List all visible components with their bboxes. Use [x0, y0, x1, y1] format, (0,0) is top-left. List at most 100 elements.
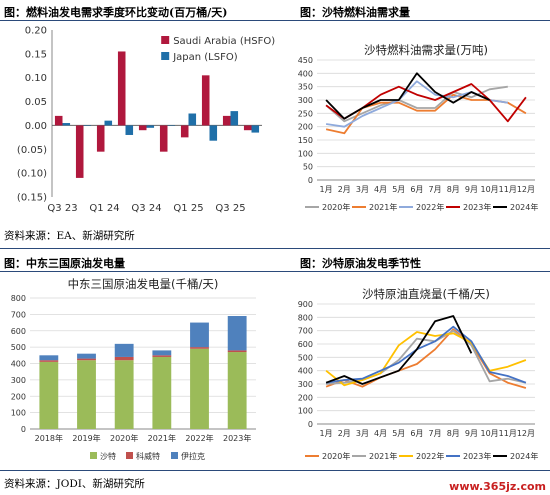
- legend-label: 沙特: [100, 451, 116, 461]
- legend-label: 2020年: [322, 451, 350, 461]
- bar-segment: [77, 358, 96, 361]
- y-tick-label: (0.10): [17, 169, 47, 180]
- bar: [201, 75, 210, 126]
- bar-segment: [152, 350, 172, 356]
- y-tick-label: 0.00: [25, 121, 47, 132]
- legend-label: 2021年: [369, 202, 397, 212]
- bottom-separator: [0, 470, 550, 471]
- y-tick-label: 200: [11, 392, 26, 401]
- y-tick-label: 800: [298, 313, 313, 322]
- bar-segment: [39, 361, 59, 429]
- y-tick-label: 0: [308, 176, 313, 185]
- series-line: [325, 315, 473, 385]
- bar-segment: [152, 356, 172, 429]
- chart2-title: 图：沙特燃料油需求量: [300, 6, 410, 19]
- y-tick-label: 400: [298, 367, 313, 376]
- source-top: 资料来源：EA、新湖研究所: [4, 230, 135, 242]
- y-tick-label: 250: [298, 109, 313, 118]
- bar: [96, 125, 105, 152]
- x-tick-label: Q1 25: [173, 203, 203, 214]
- chart-title: 沙特燃料油需求量(万吨): [364, 43, 488, 57]
- x-tick-label: Q3 24: [131, 203, 161, 214]
- bar: [75, 125, 84, 178]
- source-bottom: 资料来源：JODI、新湖研究所: [4, 478, 145, 490]
- top-separator: [0, 20, 550, 21]
- bar-segment: [190, 348, 209, 429]
- bar-segment: [227, 350, 247, 353]
- y-tick-label: 600: [298, 340, 313, 349]
- x-tick-label: Q1 24: [89, 203, 119, 214]
- bar: [62, 123, 71, 126]
- y-tick-label: 0: [308, 420, 313, 429]
- legend-label: 2022年: [416, 202, 444, 212]
- bar-segment: [39, 355, 59, 361]
- legend-label: 伊拉克: [181, 451, 205, 461]
- bar: [146, 125, 155, 128]
- x-tick-label: 11月: [499, 429, 517, 438]
- x-tick-label: 5月: [392, 429, 405, 438]
- y-tick-label: 400: [298, 69, 313, 78]
- legend-label: 2023年: [463, 451, 491, 461]
- legend-label: Saudi Arabia (HSFO): [173, 36, 275, 47]
- bar-segment: [114, 356, 134, 361]
- x-tick-label: 2020年: [110, 433, 138, 443]
- legend-label: 2021年: [369, 451, 397, 461]
- bar: [138, 125, 147, 131]
- chart-saudi-fuel-oil: 沙特燃料油需求量(万吨) 0 50 100 150 200 250 300 350 400 450 1…: [298, 43, 539, 212]
- chart1-title: 图：燃料油发电需求季度环比变动(百万桶/天): [4, 6, 228, 19]
- y-tick-label: (0.05): [17, 145, 47, 156]
- x-tick-label: 9月: [465, 185, 478, 194]
- bar-segment: [190, 347, 209, 349]
- bar-segment: [227, 316, 247, 351]
- bar-segment: [190, 322, 209, 348]
- y-tick-label: 450: [298, 56, 313, 65]
- bar: [117, 51, 126, 126]
- bar: [230, 111, 239, 126]
- y-tick-label: 600: [11, 327, 26, 336]
- bar: [159, 125, 168, 152]
- x-tick-label: 2019年: [72, 433, 100, 443]
- legend-label: 2022年: [416, 451, 444, 461]
- legend-swatch: [90, 452, 97, 459]
- y-tick-label: 0.15: [25, 49, 47, 60]
- bar: [180, 125, 189, 138]
- x-tick-label: 10月: [480, 185, 498, 194]
- bar-segment: [39, 360, 59, 362]
- bar: [167, 125, 176, 126]
- bar: [188, 113, 197, 126]
- y-tick-label: 50: [303, 163, 313, 172]
- x-tick-label: 6月: [410, 429, 423, 438]
- legend-label: 2020年: [322, 202, 350, 212]
- x-tick-label: 7月: [429, 185, 442, 194]
- x-tick-label: 1月: [320, 185, 333, 194]
- legend-label: Japan (LSFO): [172, 52, 238, 63]
- y-tick-label: 0.05: [25, 97, 47, 108]
- y-tick-label: 350: [298, 83, 313, 92]
- legend-label: 2024年: [510, 451, 538, 461]
- x-tick-label: 2月: [338, 185, 351, 194]
- x-tick-label: 2023年: [223, 433, 251, 443]
- bar-segment: [152, 355, 172, 357]
- mid-separator: [0, 248, 550, 249]
- x-tick-label: 11月: [499, 185, 517, 194]
- legend-swatch: [161, 36, 170, 44]
- x-tick-label: 3月: [356, 429, 369, 438]
- series-line: [325, 325, 527, 384]
- x-tick-label: 1月: [320, 429, 333, 438]
- chart-title: 沙特原油直烧量(千桶/天): [362, 287, 490, 301]
- y-tick-label: (0.15): [17, 193, 47, 204]
- legend-label: 2023年: [463, 202, 491, 212]
- y-tick-label: 200: [298, 393, 313, 402]
- legend-swatch: [171, 452, 178, 459]
- chart-middle-east-power: 中东三国原油发电量(千桶/天) 0 100 200 300 400 500 600 700 800…: [11, 277, 256, 461]
- bar-segment: [77, 353, 96, 359]
- bar-segment: [77, 360, 96, 429]
- y-tick-label: 200: [298, 123, 313, 132]
- x-tick-label: 7月: [429, 429, 442, 438]
- y-tick-label: 300: [11, 376, 26, 385]
- x-tick-label: Q3 25: [215, 203, 245, 214]
- chart-saudi-seasonal: 沙特原油直烧量(千桶/天) 0 100 200 300 400 500 600 700 800 90…: [298, 287, 539, 461]
- x-tick-label: 2021年: [148, 433, 176, 443]
- y-tick-label: 700: [298, 327, 313, 336]
- series-line: [325, 328, 527, 389]
